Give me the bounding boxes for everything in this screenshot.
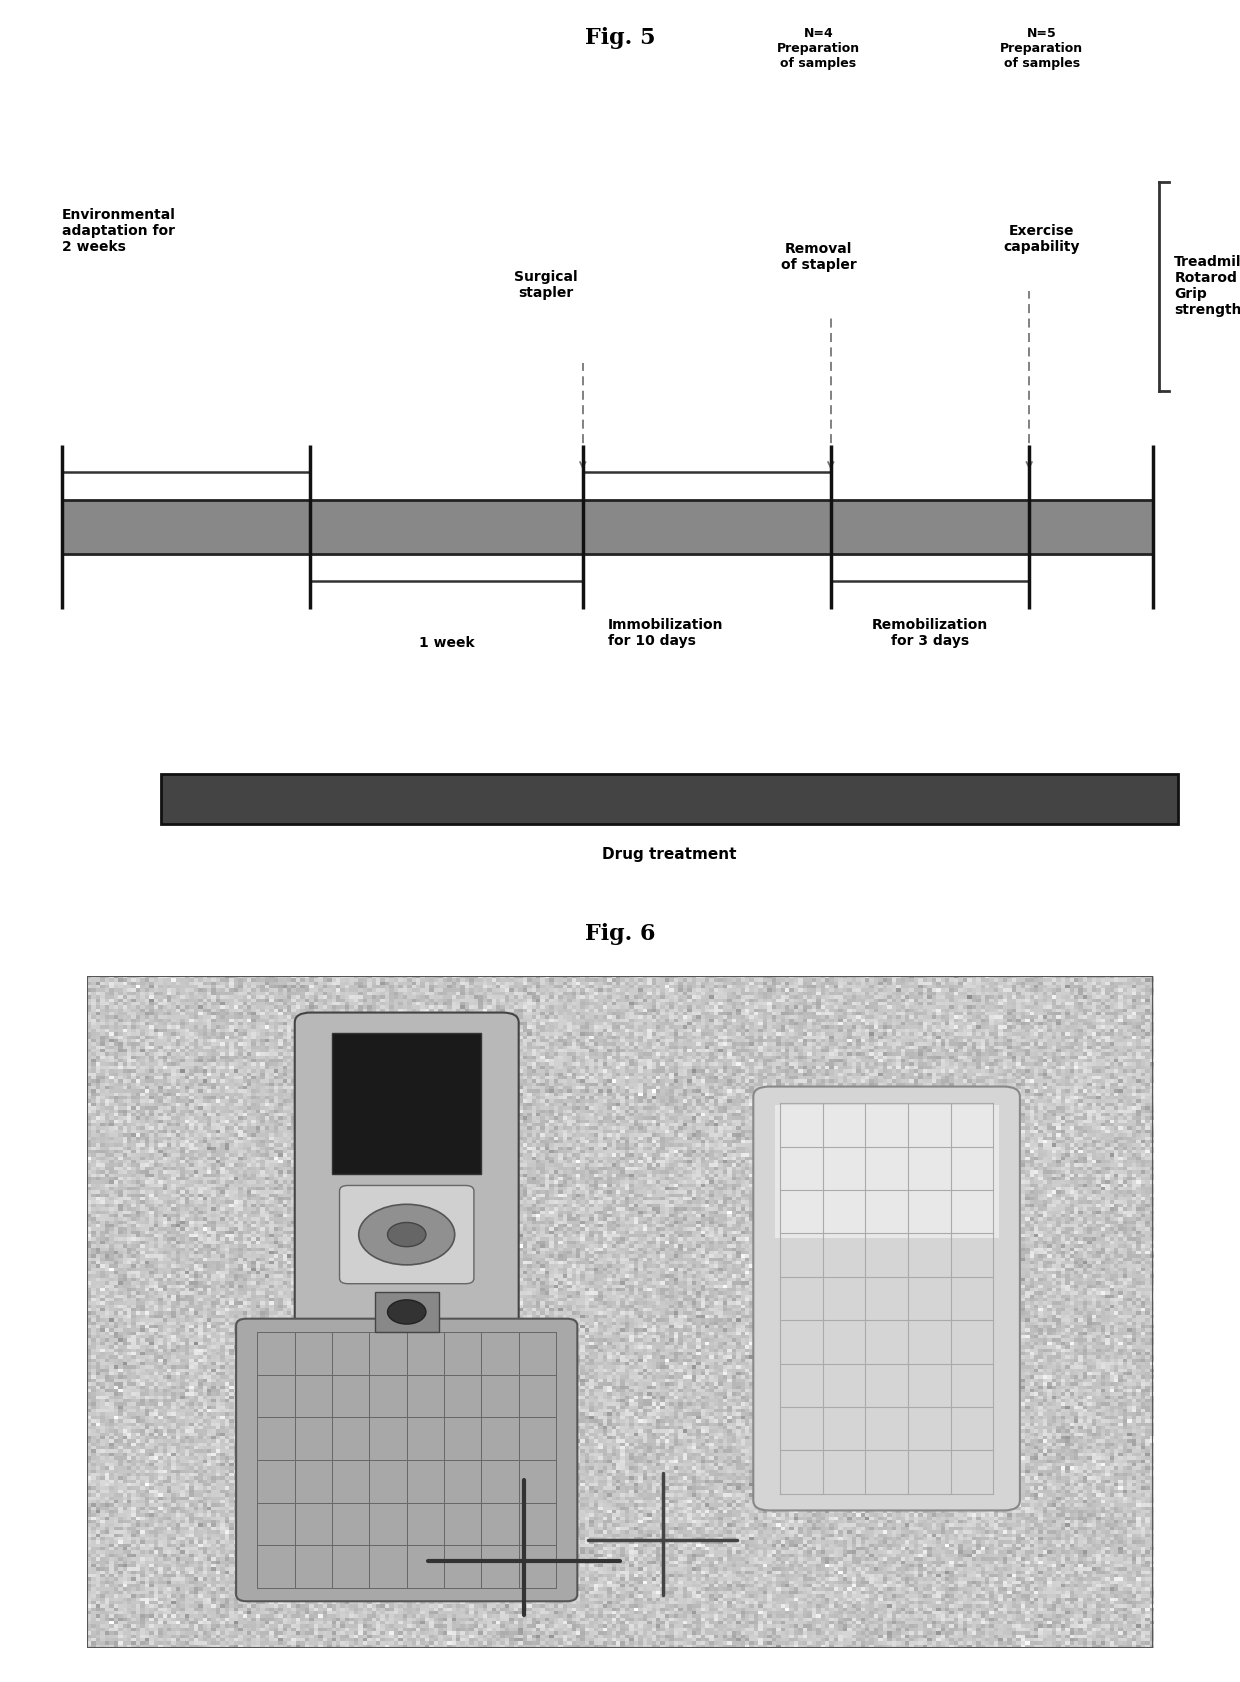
Text: N=4
Preparation
of samples: N=4 Preparation of samples	[776, 27, 861, 71]
Text: Exercise
capability: Exercise capability	[1003, 224, 1080, 254]
FancyBboxPatch shape	[374, 1292, 439, 1332]
Text: Treadmill
Rotarod
Grip
strength: Treadmill Rotarod Grip strength	[1174, 254, 1240, 318]
FancyBboxPatch shape	[340, 1186, 474, 1283]
Text: Remobilization
for 3 days: Remobilization for 3 days	[872, 617, 988, 648]
Circle shape	[358, 1204, 455, 1265]
FancyBboxPatch shape	[295, 1013, 518, 1356]
FancyBboxPatch shape	[62, 500, 1153, 553]
FancyBboxPatch shape	[753, 1087, 1019, 1510]
FancyBboxPatch shape	[775, 1105, 998, 1238]
Text: N=5
Preparation
of samples: N=5 Preparation of samples	[999, 27, 1084, 71]
FancyBboxPatch shape	[161, 774, 1178, 824]
Text: Fig. 6: Fig. 6	[585, 922, 655, 945]
Text: Removal
of stapler: Removal of stapler	[780, 242, 857, 272]
Text: 1 week: 1 week	[419, 636, 474, 649]
Text: Surgical
stapler: Surgical stapler	[513, 269, 578, 299]
Text: Immobilization
for 10 days: Immobilization for 10 days	[608, 617, 723, 648]
FancyBboxPatch shape	[236, 1319, 578, 1601]
Text: Environmental
adaptation for
2 weeks: Environmental adaptation for 2 weeks	[62, 209, 176, 254]
Text: Drug treatment: Drug treatment	[603, 848, 737, 861]
Circle shape	[388, 1300, 425, 1324]
Text: Fig. 5: Fig. 5	[585, 27, 655, 49]
Circle shape	[388, 1223, 425, 1246]
FancyBboxPatch shape	[332, 1033, 481, 1174]
